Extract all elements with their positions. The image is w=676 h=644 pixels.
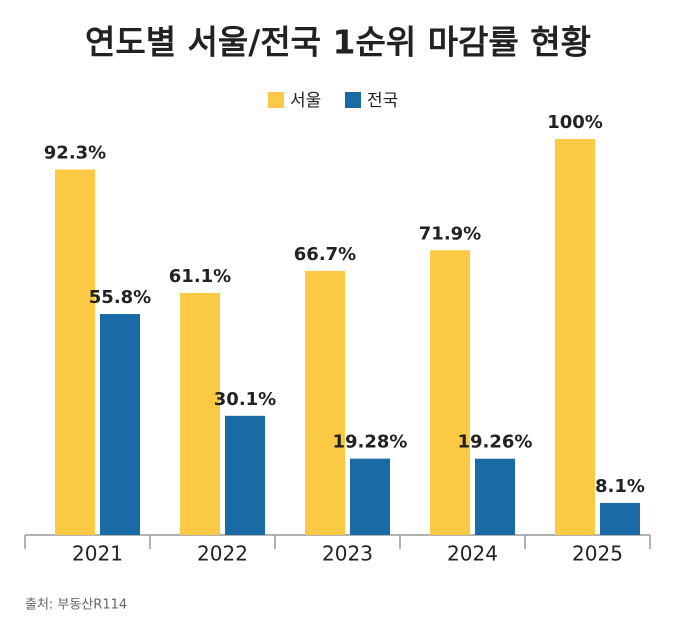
bar: [305, 270, 345, 535]
legend-swatch: [268, 92, 284, 108]
bar: [225, 415, 265, 535]
value-label: 71.9%: [419, 223, 481, 244]
legend-swatch: [345, 92, 361, 108]
bar: [555, 139, 595, 535]
legend-label: 전국: [367, 91, 398, 111]
value-label: 55.8%: [89, 287, 151, 308]
value-label: 30.1%: [214, 389, 276, 410]
chart-title: 연도별 서울/전국 1순위 마감률 현황: [85, 23, 591, 62]
value-label: 100%: [547, 112, 603, 133]
bar: [475, 458, 515, 535]
bar: [600, 502, 640, 535]
value-label: 66.7%: [294, 244, 356, 265]
bar: [430, 250, 470, 535]
source-note: 출처: 부동산R114: [25, 598, 127, 613]
x-tick-label: 2025: [572, 542, 623, 566]
bar: [180, 293, 220, 535]
value-label: 19.26%: [458, 432, 533, 453]
bar: [100, 314, 140, 535]
x-tick-label: 2023: [322, 542, 373, 566]
legend-label: 서울: [290, 91, 321, 111]
value-label: 92.3%: [44, 142, 106, 163]
x-tick-label: 2024: [447, 542, 498, 566]
bar: [55, 169, 95, 535]
x-tick-label: 2021: [72, 542, 123, 566]
bar: [350, 458, 390, 535]
x-tick-label: 2022: [197, 542, 248, 566]
value-label: 8.1%: [595, 476, 645, 497]
value-label: 61.1%: [169, 266, 231, 287]
value-label: 19.28%: [333, 432, 408, 453]
